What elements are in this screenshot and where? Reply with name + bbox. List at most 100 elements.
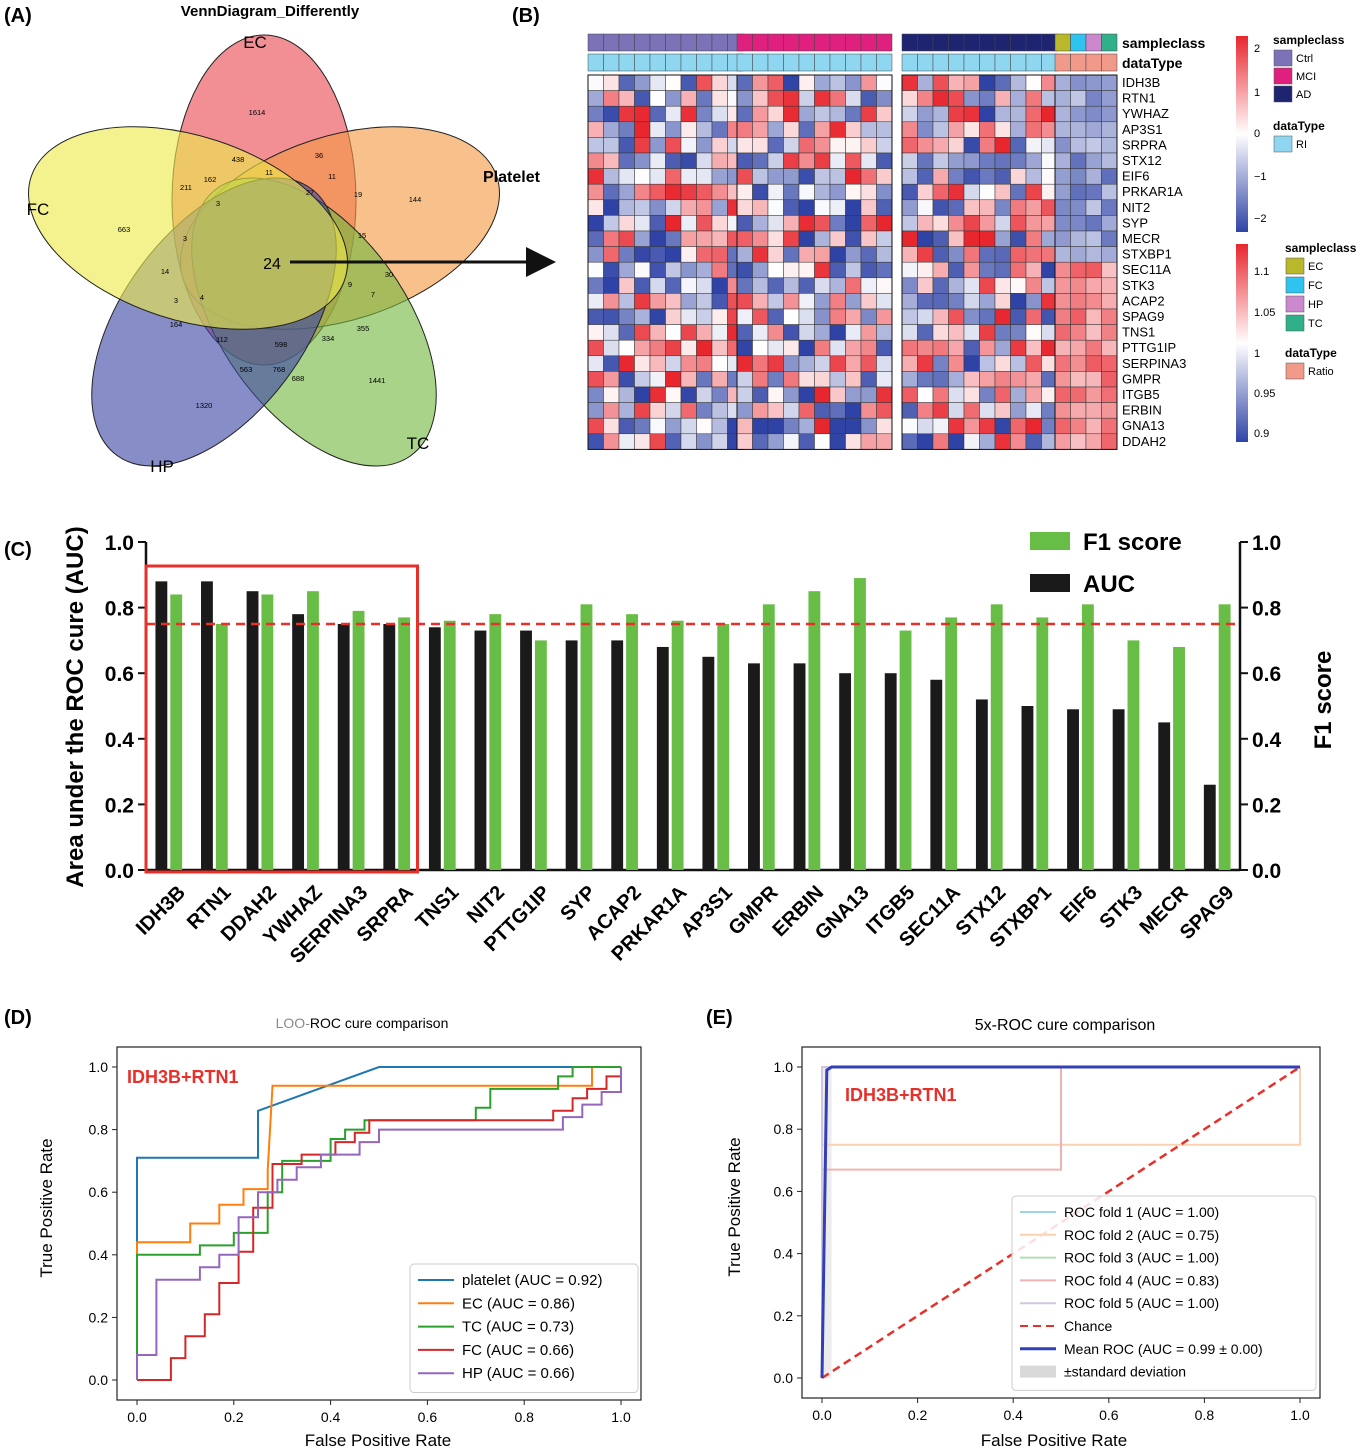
roc-curve: [137, 1067, 622, 1381]
heatmap-cell: [736, 277, 753, 294]
heatmap-annotation-cell: [948, 33, 965, 52]
heatmap-cell: [1101, 230, 1118, 247]
heatmap-cell: [618, 339, 635, 357]
heatmap-gene-label: ITGB5: [1122, 387, 1160, 402]
heatmap-annotation-cell: [829, 53, 846, 72]
bar-y2tick-label: 0.0: [1252, 860, 1281, 883]
heatmap-cell: [783, 246, 800, 263]
venn-count: 4: [200, 293, 204, 302]
heatmap-cell: [1070, 183, 1087, 201]
heatmap-cell: [680, 417, 697, 435]
heatmap-cell: [829, 183, 846, 201]
heatmap-cell: [1101, 308, 1118, 325]
heatmap-cell: [1070, 74, 1087, 91]
bar-f1: [1173, 646, 1185, 870]
heatmap-cell: [767, 339, 784, 357]
heatmap-cell: [932, 277, 949, 294]
heatmap-cell: [1085, 308, 1102, 325]
heatmap-cell: [917, 371, 934, 388]
roc-xtick-label: 1.0: [611, 1409, 631, 1425]
heatmap-cell: [618, 308, 635, 325]
heatmap-cell: [798, 199, 815, 216]
panel-label-b: (B): [512, 5, 540, 27]
heatmap-annotation-cell: [767, 53, 784, 72]
heatmap-cell: [649, 168, 666, 185]
heatmap-annotation-cell: [603, 53, 620, 72]
bar-auc: [1158, 722, 1171, 870]
roc-d-title-rest: ROC cure comparison: [310, 1015, 449, 1031]
heatmap-cell: [901, 74, 918, 91]
heatmap-cell: [736, 324, 753, 341]
heatmap-cell: [587, 417, 604, 435]
heatmap-cell: [948, 137, 965, 154]
heatmap-cell: [901, 246, 918, 263]
heatmap-cell: [917, 355, 934, 372]
heatmap-cell: [860, 199, 877, 216]
heatmap-cell: [711, 371, 728, 388]
heatmap-cell: [1010, 74, 1027, 91]
heatmap-cell: [736, 230, 753, 247]
heatmap-cell: [680, 90, 697, 107]
heatmap-cell: [979, 137, 996, 154]
heatmap-cell: [783, 230, 800, 247]
roc-legend-label: HP (AUC = 0.66): [462, 1365, 575, 1382]
heatmap-cell: [603, 121, 620, 138]
heatmap-cell: [634, 152, 651, 169]
roc-xtick-label: 0.6: [418, 1409, 438, 1425]
heatmap-cell: [994, 199, 1011, 216]
heatmap-cell: [901, 417, 918, 435]
heatmap-cell: [994, 386, 1011, 403]
bar-f1: [762, 604, 775, 870]
heatmap-cell: [932, 386, 949, 403]
roc-xtick-label: 0.4: [321, 1409, 341, 1425]
heatmap-cell: [845, 215, 862, 232]
heatmap-cell: [711, 402, 728, 419]
heatmap-cell: [1085, 152, 1102, 169]
venn-count: 15: [358, 231, 366, 240]
heatmap-cell: [798, 417, 815, 435]
heatmap-cell: [767, 308, 784, 325]
heatmap-cell: [1054, 90, 1071, 107]
heatmap-cell: [603, 402, 620, 419]
heatmap-cell: [752, 277, 769, 294]
heatmap-cell: [876, 324, 893, 341]
bar-auc: [793, 663, 806, 870]
heatmap-cell: [948, 261, 965, 279]
heatmap-cell: [798, 90, 815, 107]
heatmap-cell: [665, 152, 682, 169]
heatmap-row-sampleclass: sampleclass: [1122, 35, 1205, 51]
heatmap-cell: [1054, 371, 1071, 388]
heatmap-cell: [783, 386, 800, 403]
bar-f1: [626, 614, 638, 870]
heatmap-cell: [979, 168, 996, 185]
heatmap-cell: [587, 105, 604, 123]
heatmap-cell: [696, 355, 713, 372]
heatmap-cell: [783, 137, 800, 154]
heatmap-cell: [649, 183, 666, 201]
heatmap-cell: [634, 386, 651, 403]
heatmap-cell: [680, 339, 697, 357]
heatmap-cell: [963, 121, 980, 138]
heatmap-cell: [736, 168, 753, 185]
heatmap-cell: [680, 199, 697, 216]
heatmap-cell: [696, 339, 713, 357]
heatmap-cell: [829, 386, 846, 403]
heatmap-cell: [680, 152, 697, 169]
heatmap-cell: [1010, 199, 1027, 216]
heatmap-cell: [917, 308, 934, 325]
heatmap-cell: [845, 371, 862, 388]
panel-label-e: (E): [706, 1007, 733, 1029]
heatmap-cell: [963, 339, 980, 357]
heatmap-cell: [711, 324, 728, 341]
heatmap-cell: [736, 339, 753, 357]
roc-legend-label: TC (AUC = 0.73): [462, 1319, 574, 1336]
heatmap-annotation-cell: [917, 53, 934, 72]
heatmap-cell: [814, 371, 831, 388]
heatmap-cell: [860, 277, 877, 294]
heatmap-cell: [711, 433, 728, 450]
heatmap-cell: [948, 199, 965, 216]
heatmap-cell: [1085, 386, 1102, 403]
legend-item-mci: MCI: [1296, 71, 1316, 83]
heatmap-cell: [1025, 152, 1042, 169]
